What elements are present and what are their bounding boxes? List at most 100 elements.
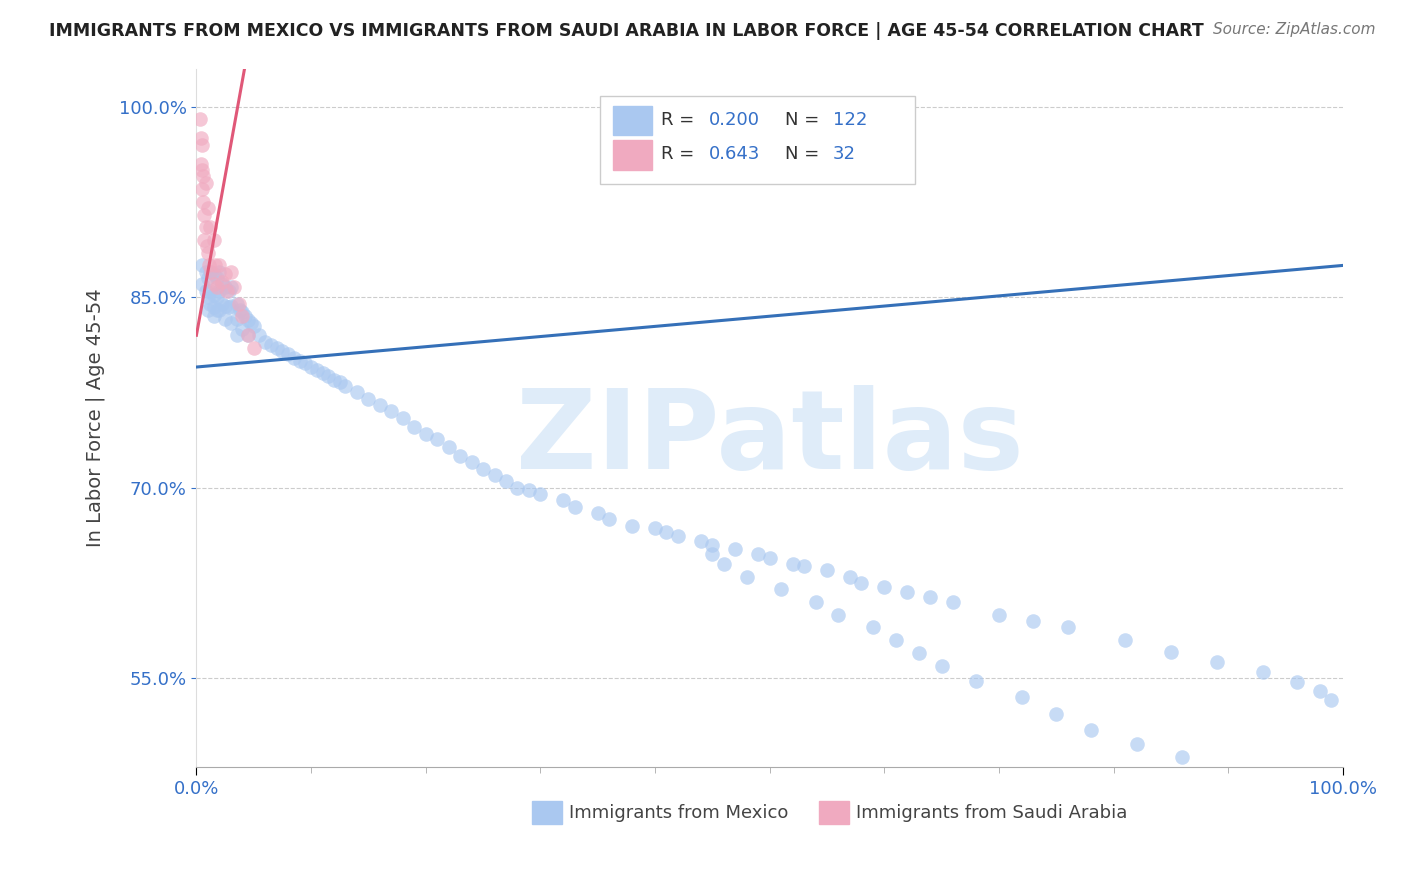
Point	[214, 268, 236, 282]
Point	[329, 376, 352, 390]
Point	[873, 580, 896, 594]
Point	[242, 319, 264, 334]
Point	[231, 322, 253, 336]
Point	[368, 398, 391, 412]
Point	[495, 475, 517, 489]
Text: Source: ZipAtlas.com: Source: ZipAtlas.com	[1212, 22, 1375, 37]
Point	[815, 563, 838, 577]
Point	[277, 347, 299, 361]
Point	[449, 449, 471, 463]
Point	[804, 595, 827, 609]
Point	[205, 302, 228, 317]
Point	[193, 169, 215, 184]
Point	[437, 440, 460, 454]
Point	[644, 521, 666, 535]
Point	[323, 373, 346, 387]
Point	[851, 576, 873, 591]
Point	[907, 646, 929, 660]
Point	[1286, 675, 1309, 690]
Point	[884, 633, 907, 648]
Text: R =: R =	[661, 111, 695, 128]
Point	[194, 265, 217, 279]
Point	[311, 367, 333, 381]
Point	[294, 356, 316, 370]
Point	[1022, 614, 1045, 628]
Point	[1114, 633, 1136, 648]
Point	[747, 547, 769, 561]
Point	[204, 259, 226, 273]
Point	[839, 569, 862, 583]
FancyBboxPatch shape	[613, 105, 651, 135]
Point	[249, 328, 271, 343]
Point	[770, 582, 793, 597]
Point	[231, 310, 253, 324]
Text: N =: N =	[785, 145, 818, 163]
Point	[217, 284, 239, 298]
Point	[208, 284, 231, 298]
Point	[426, 433, 449, 447]
Y-axis label: In Labor Force | Age 45-54: In Labor Force | Age 45-54	[86, 288, 105, 547]
Point	[202, 277, 225, 292]
Point	[655, 525, 678, 540]
Point	[202, 301, 225, 315]
Point	[191, 163, 214, 178]
Point	[1045, 706, 1067, 721]
Point	[214, 280, 236, 294]
Point	[197, 245, 219, 260]
Point	[415, 427, 437, 442]
Point	[1056, 620, 1078, 634]
Text: IMMIGRANTS FROM MEXICO VS IMMIGRANTS FROM SAUDI ARABIA IN LABOR FORCE | AGE 45-5: IMMIGRANTS FROM MEXICO VS IMMIGRANTS FRO…	[49, 22, 1204, 40]
Point	[202, 233, 225, 247]
Point	[702, 538, 724, 552]
Text: 0.200: 0.200	[709, 111, 759, 128]
Point	[195, 239, 218, 253]
Point	[793, 559, 815, 574]
Point	[271, 343, 294, 358]
Point	[666, 529, 689, 543]
Point	[758, 550, 780, 565]
Point	[205, 290, 228, 304]
Point	[299, 359, 322, 374]
Point	[191, 277, 214, 292]
FancyBboxPatch shape	[613, 140, 651, 169]
Point	[236, 328, 259, 343]
Point	[735, 569, 758, 583]
Point	[965, 673, 987, 688]
Text: ZIPatlas: ZIPatlas	[516, 385, 1024, 492]
Point	[1125, 737, 1147, 751]
Point	[197, 290, 219, 304]
Point	[200, 265, 222, 279]
Point	[208, 265, 231, 279]
Point	[188, 112, 211, 127]
Point	[198, 220, 221, 235]
Point	[191, 137, 214, 152]
Point	[190, 131, 212, 145]
Point	[782, 557, 804, 571]
Point	[198, 265, 221, 279]
Point	[404, 419, 426, 434]
Point	[191, 182, 214, 196]
Text: 122: 122	[832, 111, 868, 128]
Point	[194, 220, 217, 235]
Point	[460, 455, 482, 469]
Point	[724, 541, 747, 556]
Text: Immigrants from Saudi Arabia: Immigrants from Saudi Arabia	[856, 804, 1128, 822]
Point	[193, 233, 215, 247]
Point	[335, 379, 357, 393]
Point	[198, 296, 221, 310]
Point	[191, 259, 214, 273]
Point	[472, 461, 495, 475]
Point	[713, 557, 735, 571]
Point	[1205, 655, 1227, 669]
Point	[193, 208, 215, 222]
Point	[197, 271, 219, 285]
Point	[236, 313, 259, 327]
Point	[219, 265, 242, 279]
Point	[225, 311, 247, 326]
Point	[198, 284, 221, 298]
Text: R =: R =	[661, 145, 695, 163]
Point	[225, 296, 247, 310]
Point	[233, 310, 256, 324]
Point	[205, 271, 228, 285]
Point	[827, 607, 849, 622]
